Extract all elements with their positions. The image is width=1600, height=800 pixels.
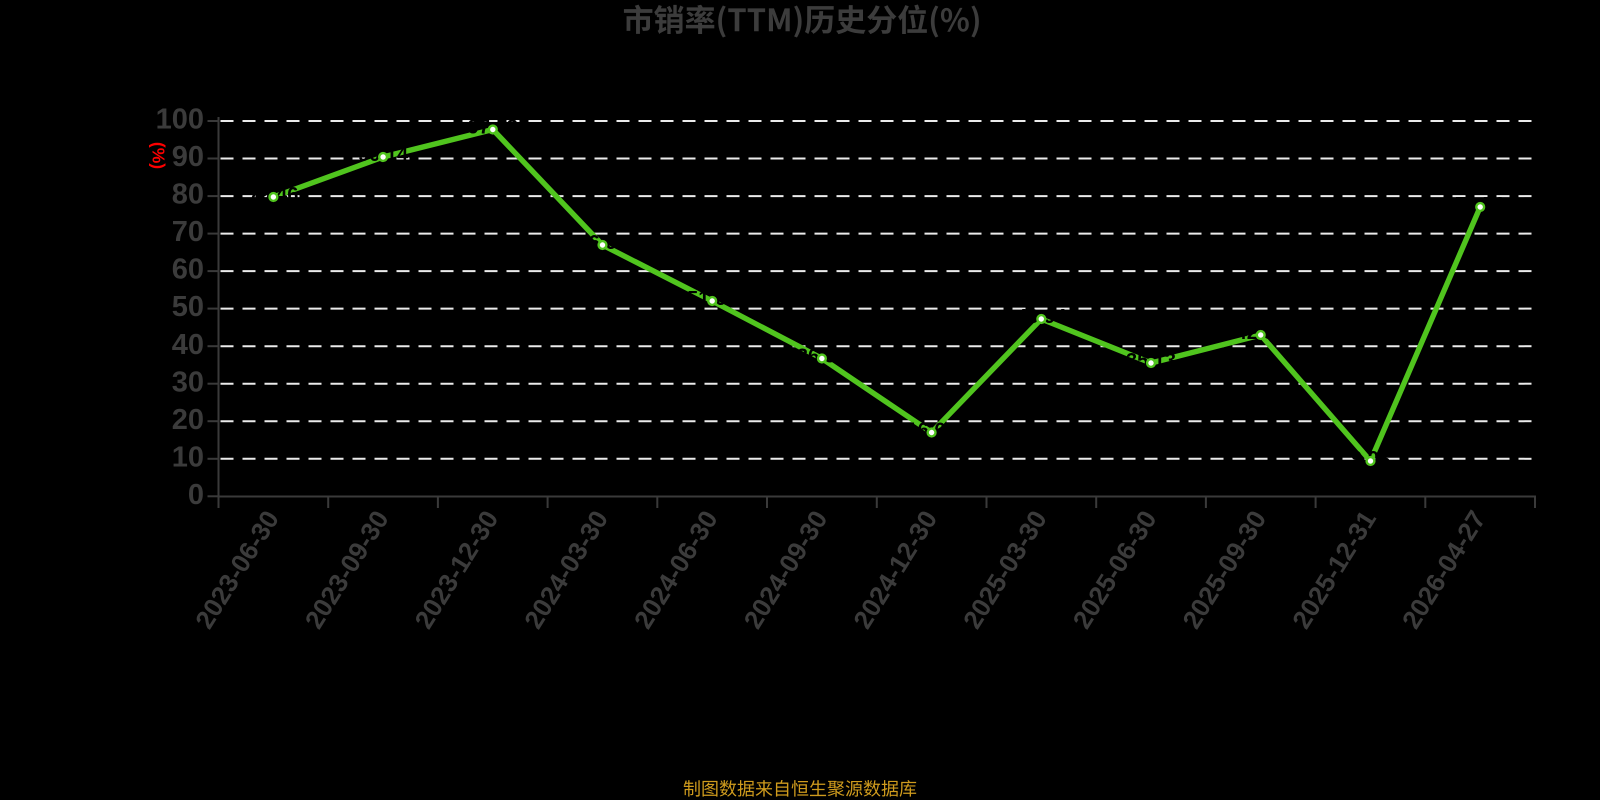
svg-text:100: 100	[156, 104, 204, 136]
svg-text:30: 30	[172, 366, 204, 398]
svg-text:40: 40	[172, 329, 204, 361]
svg-text:(%): (%)	[149, 142, 169, 169]
svg-text:60: 60	[172, 254, 204, 286]
svg-text:20: 20	[172, 404, 204, 436]
svg-text:70: 70	[172, 216, 204, 248]
svg-text:80: 80	[172, 179, 204, 211]
svg-text:90: 90	[172, 141, 204, 173]
svg-text:50: 50	[172, 291, 204, 323]
svg-text:10: 10	[172, 441, 204, 473]
svg-text:0: 0	[188, 479, 204, 511]
